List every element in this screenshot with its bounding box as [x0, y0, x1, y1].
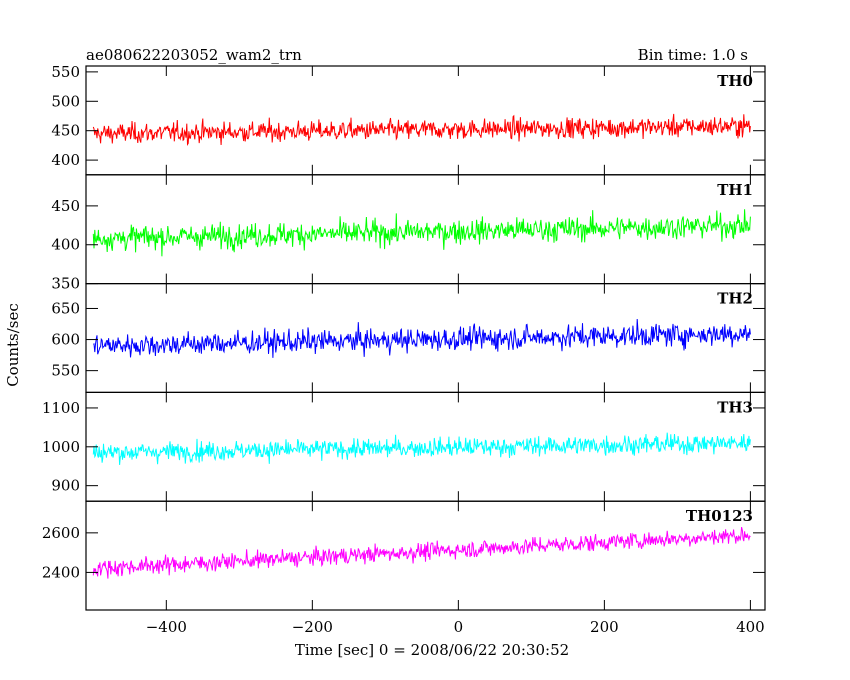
panel-th0: 400 450 500 550 TH0 [51, 63, 766, 176]
panels-group: 400 450 500 550 TH0 350 400 450 TH1 550 600 650 TH2 9… [42, 63, 766, 636]
y-tick-label: 550 [51, 362, 80, 380]
panel-th1: 350 400 450 TH1 [51, 174, 766, 293]
panel-frame [85, 500, 766, 611]
panel-th3: 900 1000 1100 TH3 [42, 391, 766, 502]
y-tick-label: 1100 [42, 399, 80, 417]
y-tick-label: 650 [51, 299, 80, 317]
panel-label-th2: TH2 [717, 290, 753, 308]
panel-label-th0: TH0 [717, 72, 753, 90]
y-axis-label: Counts/sec [4, 303, 22, 387]
series-line-th3 [92, 432, 751, 465]
series-line-th0123 [92, 526, 751, 579]
series-line-th2 [93, 318, 751, 358]
y-tick-label: 2400 [42, 563, 80, 581]
series-line-th0 [92, 113, 751, 147]
x-tick-label: −200 [292, 618, 333, 636]
panel-label-th3: TH3 [717, 398, 753, 416]
panel-th0123: 2400 2600 TH0123 [42, 500, 766, 611]
bin-time-label: Bin time: 1.0 s [638, 46, 748, 64]
x-tick-label: −400 [146, 618, 187, 636]
x-tick-label: 200 [590, 618, 619, 636]
panel-label-th0123: TH0123 [686, 507, 753, 525]
y-tick-label: 2600 [42, 524, 80, 542]
y-tick-label: 400 [51, 236, 80, 254]
panel-frame [85, 65, 766, 176]
x-tick-label: 0 [454, 618, 464, 636]
y-tick-label: 500 [51, 92, 80, 110]
y-tick-label: 600 [51, 331, 80, 349]
y-tick-label: 1000 [42, 438, 80, 456]
y-tick-label: 900 [51, 477, 80, 495]
y-tick-label: 550 [51, 63, 80, 81]
y-tick-label: 350 [51, 275, 80, 293]
x-tick-label: 400 [736, 618, 765, 636]
panel-th2: 550 600 650 TH2 [51, 283, 766, 394]
panel-label-th1: TH1 [717, 181, 753, 199]
series-line-th1 [92, 209, 751, 257]
y-tick-label: 450 [51, 122, 80, 140]
chart-title: ae080622203052_wam2_trn [86, 46, 302, 64]
x-axis-label: Time [sec] 0 = 2008/06/22 20:30:52 [295, 641, 569, 659]
y-tick-label: 450 [51, 197, 80, 215]
y-tick-label: 400 [51, 151, 80, 169]
